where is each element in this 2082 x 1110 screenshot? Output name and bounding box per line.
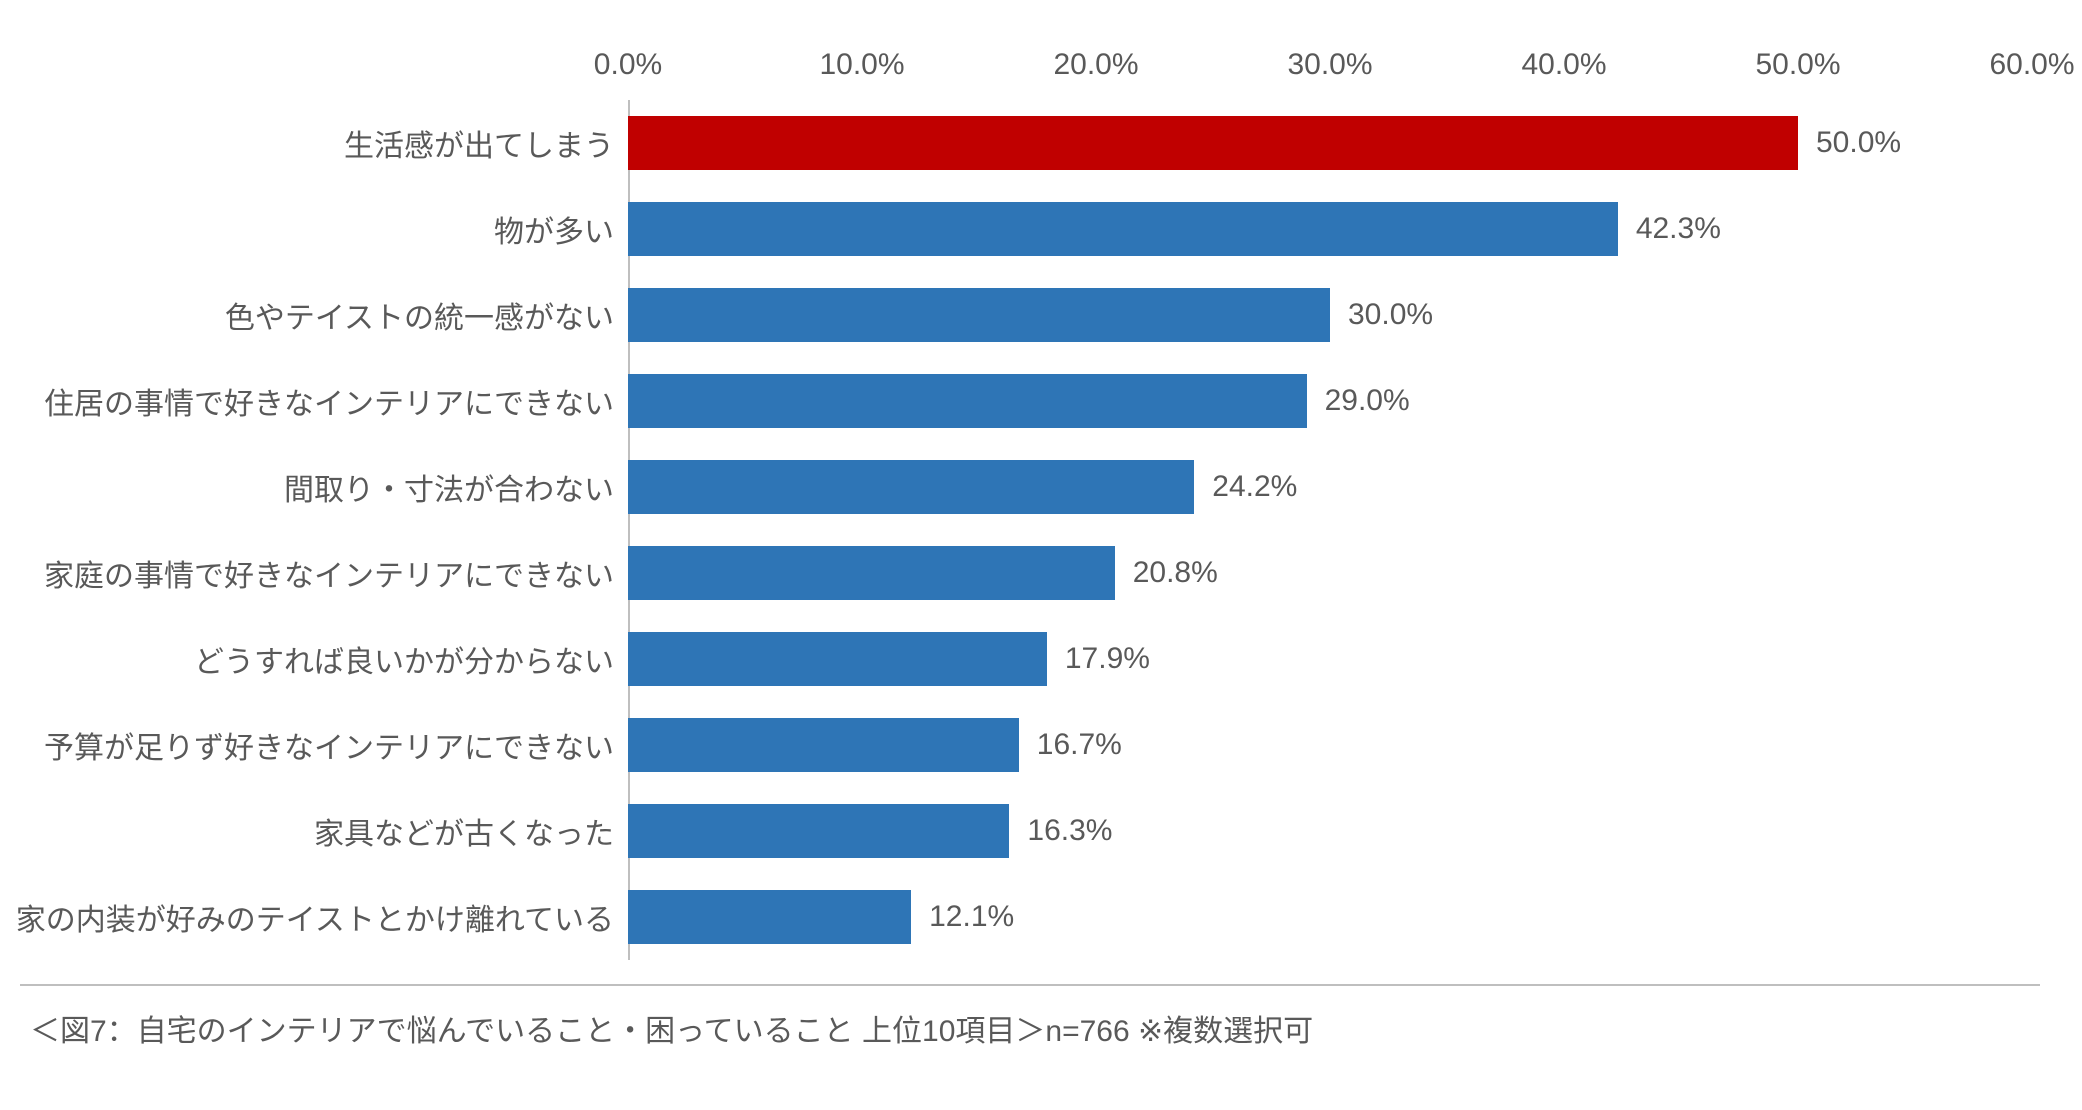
x-axis-tick: 0.0% bbox=[594, 48, 662, 82]
y-axis-label: 物が多い bbox=[20, 186, 628, 272]
bar-value-label: 24.2% bbox=[1212, 470, 1297, 504]
y-axis-label: 住居の事情で好きなインテリアにできない bbox=[20, 358, 628, 444]
bar-value-label: 42.3% bbox=[1636, 212, 1721, 246]
bar bbox=[628, 116, 1798, 169]
bar-value-label: 16.7% bbox=[1037, 728, 1122, 762]
bar-row: 16.7% bbox=[628, 702, 2032, 788]
bar bbox=[628, 460, 1194, 513]
bar bbox=[628, 288, 1330, 341]
plot-area: 0.0%10.0%20.0%30.0%40.0%50.0%60.0% 50.0%… bbox=[628, 30, 2032, 960]
bar-value-label: 50.0% bbox=[1816, 126, 1901, 160]
bar bbox=[628, 804, 1009, 857]
bar bbox=[628, 890, 911, 943]
bar-row: 20.8% bbox=[628, 530, 2032, 616]
x-axis-tick: 20.0% bbox=[1053, 48, 1138, 82]
x-axis-tick: 40.0% bbox=[1521, 48, 1606, 82]
bar-value-label: 12.1% bbox=[929, 900, 1014, 934]
bar-row: 17.9% bbox=[628, 616, 2032, 702]
bar-value-label: 29.0% bbox=[1325, 384, 1410, 418]
y-axis-label: 家庭の事情で好きなインテリアにできない bbox=[20, 530, 628, 616]
bar bbox=[628, 632, 1047, 685]
chart-caption: ＜図7：自宅のインテリアで悩んでいること・困っていること 上位10項目＞n=76… bbox=[20, 1006, 2032, 1050]
bar-row: 50.0% bbox=[628, 100, 2032, 186]
bar-row: 29.0% bbox=[628, 358, 2032, 444]
bars-area: 50.0% 42.3% 30.0% 29.0% 24.2% 20.8% 17.9% 16.7%… bbox=[628, 100, 2032, 960]
bar-row: 30.0% bbox=[628, 272, 2032, 358]
bar-value-label: 16.3% bbox=[1027, 814, 1112, 848]
y-axis-label: どうすれば良いかが分からない bbox=[20, 616, 628, 702]
y-axis-label: 生活感が出てしまう bbox=[20, 100, 628, 186]
y-axis-label: 色やテイストの統一感がない bbox=[20, 272, 628, 358]
bar bbox=[628, 546, 1115, 599]
x-axis-line bbox=[20, 984, 2040, 986]
bar bbox=[628, 718, 1019, 771]
bar-value-label: 30.0% bbox=[1348, 298, 1433, 332]
bar-value-label: 20.8% bbox=[1133, 556, 1218, 590]
bar-row: 16.3% bbox=[628, 788, 2032, 874]
y-axis-label: 家の内装が好みのテイストとかけ離れている bbox=[20, 874, 628, 960]
y-axis-label: 家具などが古くなった bbox=[20, 788, 628, 874]
plot: 生活感が出てしまう物が多い色やテイストの統一感がない住居の事情で好きなインテリア… bbox=[20, 30, 2032, 960]
x-axis-tick: 60.0% bbox=[1989, 48, 2074, 82]
chart-container: 生活感が出てしまう物が多い色やテイストの統一感がない住居の事情で好きなインテリア… bbox=[0, 0, 2082, 1060]
bar bbox=[628, 202, 1618, 255]
x-axis-tick: 30.0% bbox=[1287, 48, 1372, 82]
bar-row: 12.1% bbox=[628, 874, 2032, 960]
x-axis-ticks: 0.0%10.0%20.0%30.0%40.0%50.0%60.0% bbox=[628, 30, 2032, 100]
y-axis-label: 予算が足りず好きなインテリアにできない bbox=[20, 702, 628, 788]
x-axis-tick: 10.0% bbox=[819, 48, 904, 82]
x-axis-tick: 50.0% bbox=[1755, 48, 1840, 82]
bar-row: 42.3% bbox=[628, 186, 2032, 272]
bar-value-label: 17.9% bbox=[1065, 642, 1150, 676]
y-axis-label: 間取り・寸法が合わない bbox=[20, 444, 628, 530]
y-axis-labels: 生活感が出てしまう物が多い色やテイストの統一感がない住居の事情で好きなインテリア… bbox=[20, 30, 628, 960]
bar bbox=[628, 374, 1307, 427]
bar-row: 24.2% bbox=[628, 444, 2032, 530]
